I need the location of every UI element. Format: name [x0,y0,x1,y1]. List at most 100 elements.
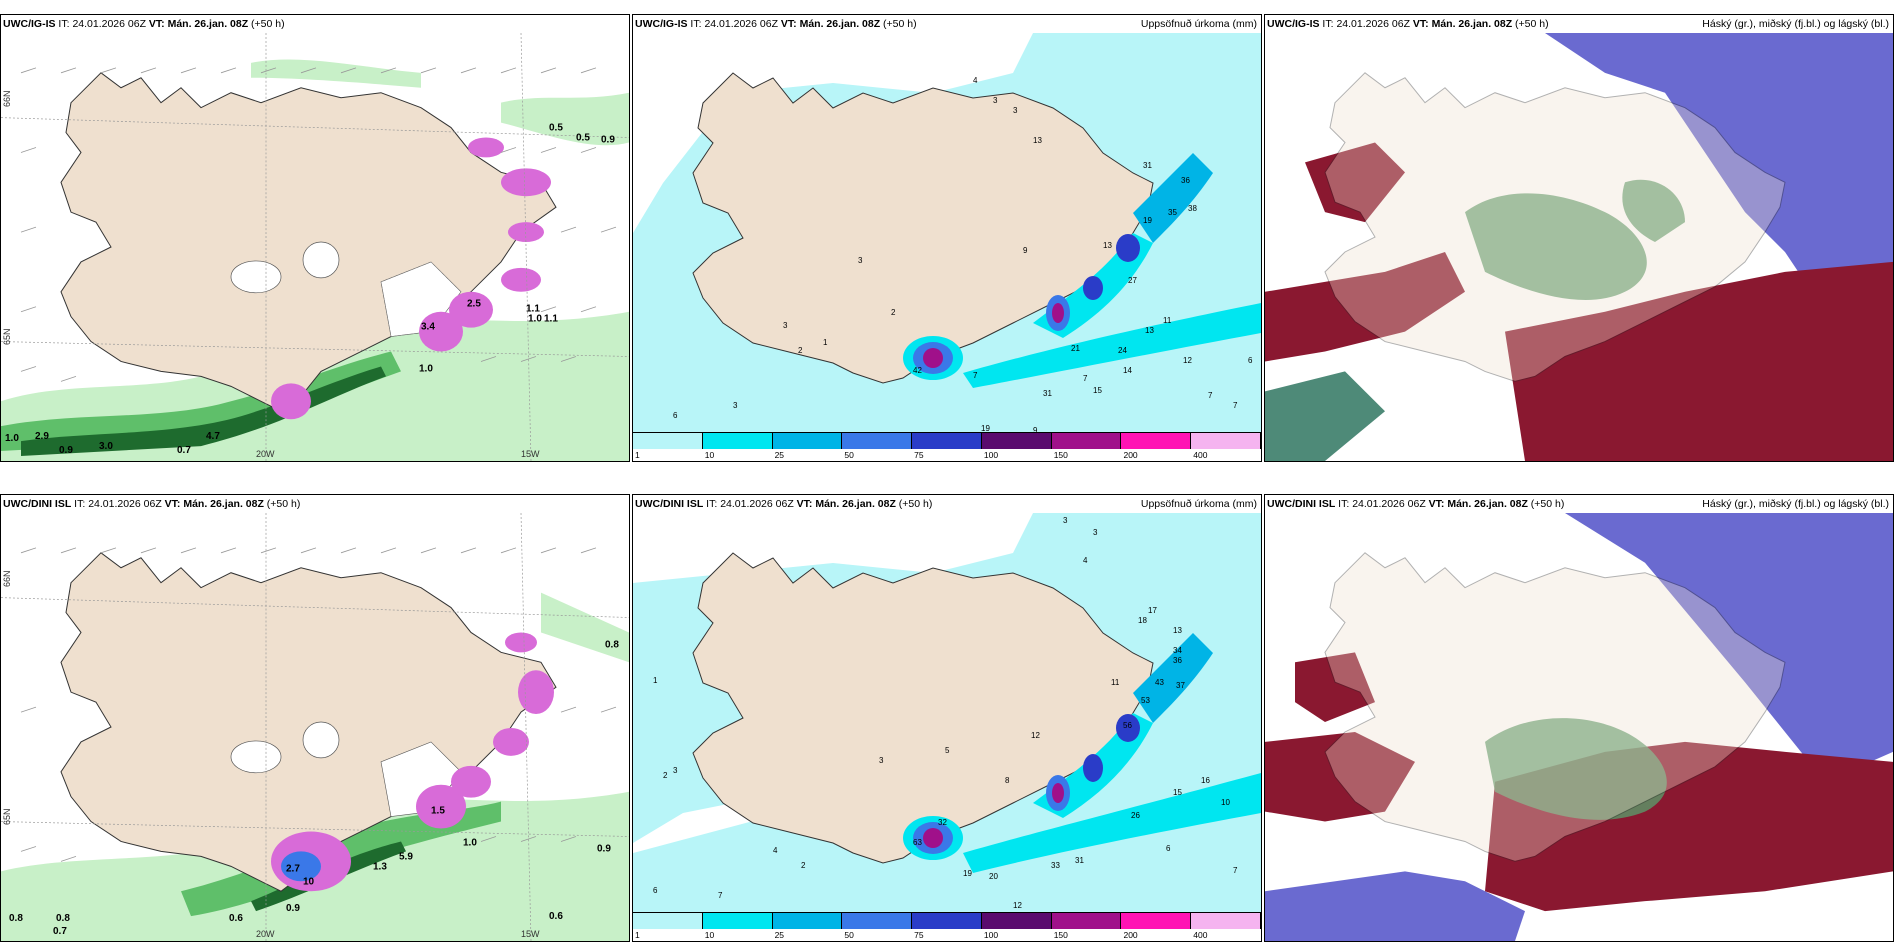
cloud-cover-map [1265,33,1893,461]
value-label: 0.7 [177,445,191,456]
value-label: 13 [1145,326,1154,335]
value-label: 0.8 [605,639,619,650]
wind-precip-map: 0.5 0.5 0.9 1.0 2.9 3.0 0.9 4.7 0.7 3.4 … [1,33,629,461]
value-label: 6 [1166,844,1171,853]
colorbar-tick: 150 [1053,930,1068,940]
colorbar-tick: 25 [774,450,785,460]
value-label: 13 [1033,136,1042,145]
value-label: 1.3 [373,861,387,872]
colorbar-tick: 200 [1123,930,1138,940]
value-label: 1.0 [5,433,19,444]
value-label: 10 [303,876,315,887]
value-label: 6 [1248,356,1253,365]
value-label: 2 [663,771,668,780]
value-label: 3 [673,766,678,775]
colorbar-tick: 100 [983,930,999,940]
value-label: 1.0 [528,314,542,325]
panel-title: UWC/IG-IS IT: 24.01.2026 06Z VT: Mán. 26… [1267,18,1549,30]
colorbar-tick: 400 [1193,450,1208,460]
value-label: 7 [973,371,978,380]
value-label: 0.7 [53,926,67,937]
lon-label: 20W [256,449,275,459]
wind-precip-map: 0.8 0.8 0.7 0.6 0.9 2.7 10 1.0 0.9 0.8 0… [1,513,629,941]
value-label: 3.0 [99,441,113,452]
value-label: 33 [1051,861,1060,870]
value-label: 11 [1111,678,1120,687]
colorbar-tick: 400 [1193,930,1208,940]
map-panel-igis-accum: UWC/IG-IS IT: 24.01.2026 06Z VT: Mán. 26… [632,14,1262,462]
value-label: 0.8 [56,913,70,924]
value-label: 26 [1131,811,1140,820]
value-label: 4.7 [206,431,220,442]
lat-label: 65N [2,808,12,825]
colorbar-tick: 1 [635,450,640,460]
value-label: 12 [1031,731,1040,740]
colorbar-tick: 10 [704,450,715,460]
map-panel-dini-accum: UWC/DINI ISL IT: 24.01.2026 06Z VT: Mán.… [632,494,1262,942]
value-label: 3 [1063,516,1068,525]
value-label: 14 [1123,366,1132,375]
value-label: 1.1 [544,314,558,325]
map-panel-dini-clouds: UWC/DINI ISL IT: 24.01.2026 06Z VT: Mán.… [1264,494,1894,942]
value-label: 15 [1173,788,1182,797]
value-label: 13 [1173,626,1182,635]
lon-label: 15W [521,929,540,939]
value-label: 7 [1208,391,1213,400]
colorbar-tick: 75 [914,930,924,940]
value-label: 8 [1005,776,1010,785]
value-label: 0.9 [59,445,73,456]
value-label: 6 [673,411,678,420]
value-label: 0.9 [601,135,615,146]
value-label: 6 [653,886,658,895]
value-label: 1 [653,676,658,685]
value-label: 43 [1155,678,1164,687]
value-label: 4 [1083,556,1088,565]
value-label: 3 [1013,106,1018,115]
value-label: 42 [913,366,922,375]
value-label: 0.5 [576,133,590,144]
lat-label: 65N [2,328,12,345]
colorbar-tick: 75 [914,450,924,460]
value-label: 9 [1033,426,1038,433]
value-label: 9 [1023,246,1028,255]
colorbar-tick: 100 [983,450,999,460]
value-label: 7 [1233,866,1238,875]
value-label: 1.1 [526,304,540,315]
value-label: 27 [1128,276,1137,285]
value-label: 53 [1141,696,1150,705]
value-label: 0.6 [229,913,243,924]
colorbar-tick: 200 [1123,450,1138,460]
value-label: 19 [981,424,990,433]
value-label: 3 [858,256,863,265]
value-label: 1.0 [463,837,477,848]
value-label: 2.7 [286,863,300,874]
accum-precip-map: 4 3 3 13 31 36 19 35 38 9 13 27 11 13 24… [633,33,1261,433]
value-label: 24 [1118,346,1127,355]
lon-label: 20W [256,929,275,939]
value-label: 20 [989,872,998,881]
value-label: 32 [938,818,947,827]
value-label: 5.9 [399,851,413,862]
panel-variable-title: Uppsöfnuð úrkoma (mm) [1140,18,1257,30]
map-panel-igis-wind: UWC/IG-IS IT: 24.01.2026 06Z VT: Mán. 26… [0,14,630,462]
colorbar: 1 10 25 50 75 100 150 200 400 [633,432,1261,461]
value-label: 2.5 [467,299,481,310]
panel-variable-title: Uppsöfnuð úrkoma (mm) [1140,498,1257,510]
value-label: 2 [891,308,896,317]
value-label: 2.9 [35,431,49,442]
value-label: 4 [973,76,978,85]
value-label: 31 [1143,161,1152,170]
panel-title: UWC/IG-IS IT: 24.01.2026 06Z VT: Mán. 26… [635,18,917,30]
lat-label: 66N [2,570,12,587]
lon-label: 15W [521,449,540,459]
value-label: 7 [1083,374,1088,383]
colorbar-tick: 25 [774,930,785,940]
value-label: 11 [1163,316,1172,325]
value-label: 10 [1221,798,1230,807]
colorbar-tick: 150 [1053,450,1068,460]
value-label: 0.5 [549,123,563,134]
value-label: 37 [1176,681,1185,690]
value-label: 0.9 [286,903,300,914]
value-label: 3 [993,96,998,105]
lat-label: 66N [2,90,12,107]
